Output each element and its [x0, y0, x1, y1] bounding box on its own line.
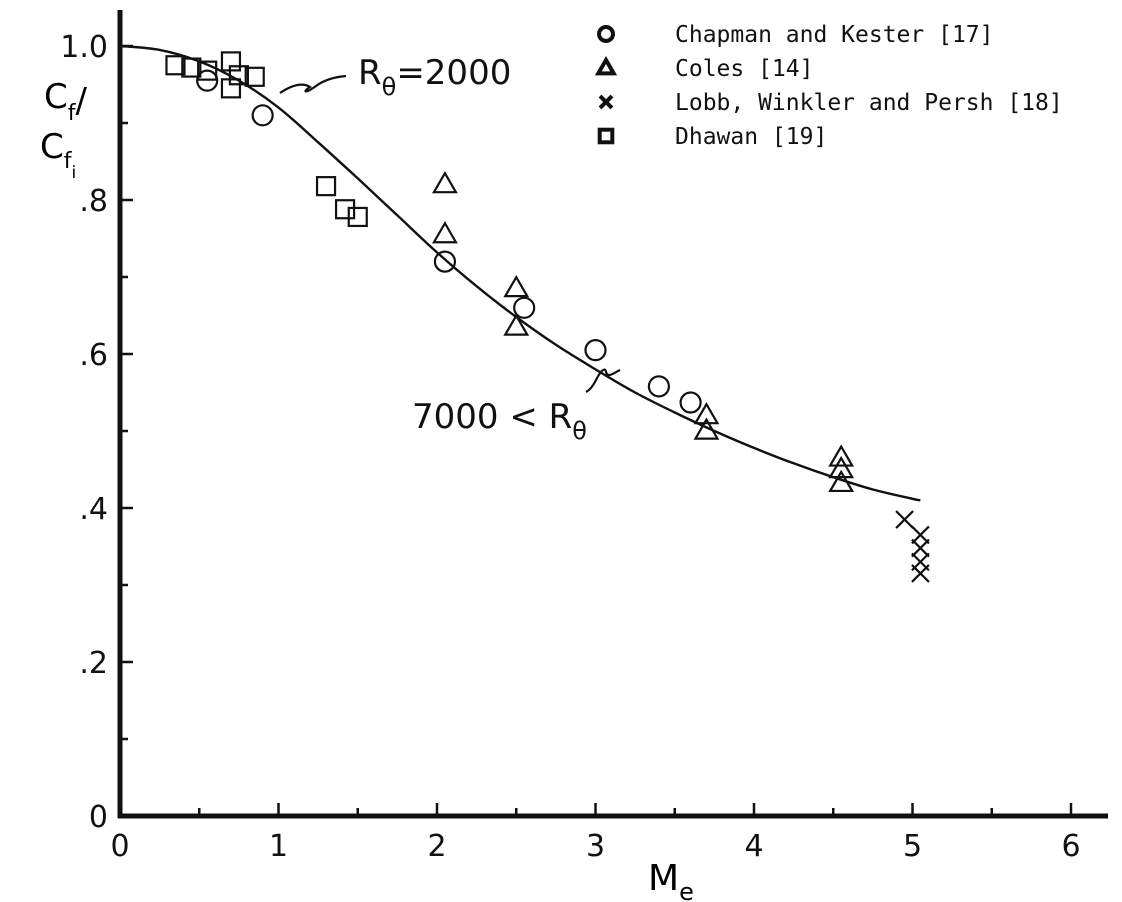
marker-coles-2	[503, 274, 530, 298]
legend-label-coles: Coles [14]	[675, 56, 813, 82]
marker-coles-8	[828, 469, 855, 493]
y-ticks: 0 .2 .4 .6 .8 1.0	[60, 30, 133, 835]
x-tick-label-6: 6	[1061, 829, 1080, 864]
marker-coles-6	[828, 444, 855, 467]
marker-lobb-winkler-persh-1	[911, 525, 930, 545]
y-tick-label-5: 1.0	[60, 30, 108, 65]
marker-dhawan-1	[181, 57, 202, 78]
y-axis-label: Cf/	[44, 77, 88, 126]
marker-coles-3	[503, 313, 530, 336]
marker-coles-1	[432, 221, 458, 244]
marker-lobb-winkler-persh-0	[895, 510, 914, 529]
data-markers	[165, 51, 930, 583]
marker-coles-4	[693, 402, 720, 425]
annotation-r7000-text: 7000 < R	[412, 397, 572, 437]
marker-dhawan-8	[334, 199, 356, 220]
annotation-leader-r7000	[585, 368, 621, 393]
axes: 0 1 2 3 4 5 6 0 .2 .4 .6 .8 1.0	[60, 10, 1108, 864]
marker-chapman-kester-5	[647, 375, 671, 398]
marker-dhawan-6	[244, 66, 265, 87]
marker-chapman-kester-4	[584, 339, 607, 362]
annotation-r7000-sub: θ	[572, 417, 587, 445]
marker-chapman-kester-6	[679, 391, 702, 414]
marker-coles-7	[828, 455, 855, 479]
annotation-r7000: 7000 < Rθ	[412, 397, 587, 445]
legend: Chapman and Kester [17] Coles [14] Lobb, W…	[594, 22, 1063, 150]
x-tick-label-4: 4	[744, 829, 763, 864]
x-tick-label-2: 2	[427, 829, 446, 864]
x-tick-label-1: 1	[269, 829, 288, 864]
y-tick-label-0: 0	[89, 800, 108, 835]
legend-label-lobb-winkler-persh: Lobb, Winkler and Persh [18]	[675, 90, 1063, 116]
annotation-r2000-sub: θ	[382, 73, 397, 101]
marker-chapman-kester-1	[251, 104, 274, 127]
marker-dhawan-5	[220, 78, 242, 99]
x-axis-label: Me	[648, 858, 694, 902]
legend-label-chapman-kester: Chapman and Kester [17]	[675, 22, 994, 48]
legend-label-dhawan: Dhawan [19]	[675, 124, 827, 150]
y-tick-label-1: .2	[79, 646, 108, 681]
fit-curve	[119, 44, 921, 502]
y-tick-label-4: .8	[79, 184, 108, 219]
ylabel-den: C	[40, 127, 64, 167]
xlabel-sub: e	[679, 878, 694, 902]
marker-coles-5	[693, 417, 720, 440]
xlabel-main: M	[648, 858, 679, 899]
marker-chapman-kester-3	[513, 296, 536, 319]
marker-chapman-kester-2	[433, 250, 457, 273]
annotation-r2000: Rθ=2000	[358, 53, 511, 101]
y-tick-label-2: .4	[79, 492, 108, 527]
annotation-r2000-text: R	[358, 53, 382, 93]
x-ticks: 0 1 2 3 4 5 6	[110, 803, 1081, 864]
x-tick-label-5: 5	[903, 829, 922, 864]
annotation-leader-r2000	[279, 74, 347, 94]
legend-marker-coles	[594, 56, 618, 76]
marker-dhawan-0	[165, 55, 186, 76]
ylabel-den-subsub: i	[72, 163, 77, 183]
annotation-r2000-suffix: =2000	[396, 53, 511, 93]
marker-coles-0	[432, 171, 458, 194]
marker-dhawan-9	[347, 206, 368, 228]
y-axis-label-denominator: Cfi	[40, 127, 76, 183]
y-tick-label-3: .6	[79, 338, 108, 373]
ylabel-num-sub: f	[68, 101, 77, 126]
marker-dhawan-7	[315, 176, 337, 197]
legend-marker-chapman-kester	[597, 25, 615, 43]
legend-marker-lobb-winkler-persh	[598, 94, 614, 110]
ylabel-den-sub: f	[64, 149, 73, 174]
marker-lobb-winkler-persh-4	[911, 564, 930, 583]
x-tick-label-3: 3	[586, 829, 605, 864]
x-tick-label-0: 0	[110, 829, 129, 864]
marker-dhawan-2	[197, 60, 218, 81]
ylabel-slash: /	[76, 81, 88, 121]
marker-lobb-winkler-persh-2	[911, 538, 930, 558]
legend-marker-dhawan	[597, 127, 615, 145]
ylabel-num: C	[44, 77, 68, 117]
annotations: Rθ=2000 7000 < Rθ	[279, 53, 621, 445]
